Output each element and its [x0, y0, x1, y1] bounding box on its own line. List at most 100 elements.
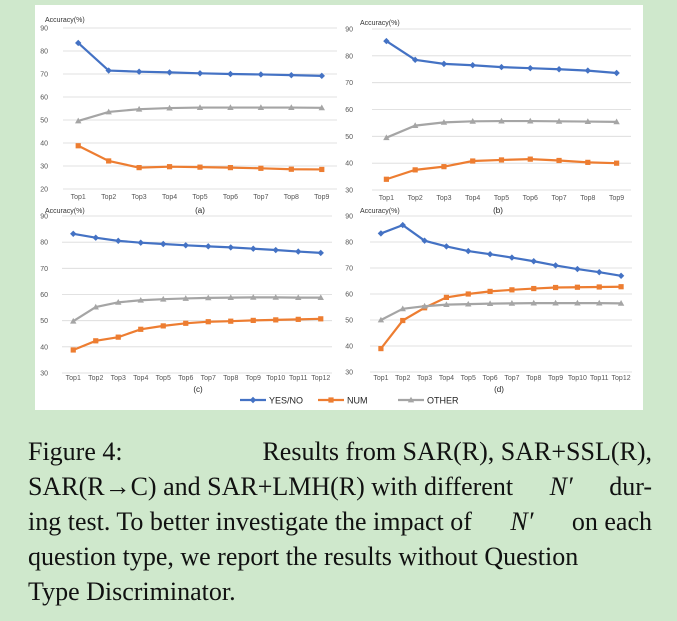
panel-c-yes-no-point — [205, 243, 212, 250]
panel-b-num-point — [498, 157, 505, 163]
panel-d-num-point — [618, 284, 624, 290]
panel-c-x-tick-label: Top2 — [88, 375, 103, 382]
panel-c-other-point — [160, 295, 167, 302]
panel-d-yes-no-line — [380, 223, 622, 277]
panel-c-yes-no-point — [137, 239, 144, 246]
panel-b-yes-no-point — [440, 60, 448, 68]
caption-line-1: Figure 4: Results from SAR(R), SAR+SSL(R… — [28, 434, 652, 469]
panel-a-y-tick-label: 30 — [40, 164, 48, 171]
panel-d-num-point — [574, 284, 581, 290]
panel-c-yes-no-point — [227, 244, 234, 251]
legend-yes-no-marker — [249, 396, 257, 404]
panel-d-other-point — [377, 316, 385, 323]
panel-d-num-point — [400, 317, 406, 324]
panel-d-yes-no-point — [574, 265, 581, 273]
panel-c-y-tick-label: 80 — [40, 240, 48, 247]
panel-d-yes-no-point — [552, 262, 559, 269]
panel-a-other-point — [257, 104, 265, 110]
panel-a-num-point — [319, 166, 325, 173]
panel-b-x-tick-label: Top9 — [609, 195, 624, 202]
panel-d-yes-no-point — [465, 247, 472, 255]
panel-b-y-tick-label: 30 — [345, 188, 353, 195]
panel-b-y-tick-label: 90 — [345, 27, 353, 34]
panel-c-yes-no-point — [92, 234, 99, 241]
panel-c-other-point — [272, 294, 279, 300]
panel-c-y-tick-label: 30 — [40, 371, 48, 378]
caption-line-3-end: on each — [571, 507, 652, 536]
panel-a-num-point — [197, 164, 203, 170]
panel-d-x-tick-label: Top7 — [504, 375, 519, 382]
panel-a-other-point — [135, 105, 143, 112]
panel-c-yes-no-point — [295, 248, 302, 255]
panel-c-x-tick-label: Top7 — [201, 375, 216, 382]
panel-a-other-point — [318, 104, 325, 111]
panel-c-num-point — [70, 347, 76, 353]
panel-a-ylabel: Accuracy(%) — [45, 17, 85, 24]
panel-d-x-tick-label: Top2 — [395, 375, 410, 382]
panel-b-num-point — [470, 158, 476, 164]
panel-c-num-point — [93, 338, 99, 344]
panel-b-other-point — [411, 122, 419, 128]
panel-b-y-tick-label: 80 — [345, 53, 353, 60]
panel-c-num-point — [318, 316, 324, 322]
panel-d-other-point — [596, 299, 603, 306]
panel-b-num-point — [441, 164, 447, 170]
panel-c-num-point — [295, 316, 301, 322]
panel-a-yes-no-point — [105, 67, 112, 74]
panel-d-x-tick-label: Top5 — [461, 375, 476, 382]
panel-a-x-tick-label: Top1 — [71, 194, 86, 201]
panel-d-label: (d) — [494, 385, 504, 394]
panel-b-other-line — [385, 119, 617, 139]
panel-a-num-point — [75, 143, 81, 149]
panel-b-yes-no-point — [411, 56, 419, 64]
panel-d-other-point — [465, 300, 472, 307]
panel-a-x-tick-label: Top4 — [162, 194, 177, 201]
panel-d-other-point — [443, 301, 450, 308]
panel-b-num-point — [614, 160, 620, 166]
panel-c-ylabel: Accuracy(%) — [45, 208, 85, 215]
panel-b-other-point — [440, 119, 448, 125]
panel-c-y-tick-label: 90 — [40, 214, 48, 221]
panel-a-yes-no-point — [166, 69, 173, 76]
panel-a-x-tick-label: Top5 — [192, 194, 207, 201]
panel-b-x-tick-label: Top8 — [580, 195, 595, 202]
panel-d-x-tick-label: Top9 — [548, 375, 563, 382]
panel-d-yes-no-point — [421, 237, 428, 244]
panel-b-y-tick-label: 70 — [345, 80, 353, 87]
panel-b-num-point — [556, 157, 562, 164]
panel-d-x-tick-label: Top3 — [417, 375, 432, 382]
panel-c-yes-no-point — [160, 240, 167, 248]
legend-other-label: OTHER — [427, 396, 459, 406]
panel-d-x-tick-label: Top10 — [568, 375, 587, 382]
caption-nprime: N′ — [510, 507, 534, 536]
panel-d-x-tick-label: Top12 — [612, 375, 631, 382]
panel-a-other-point — [166, 104, 173, 111]
panel-b-y-tick-label: 50 — [345, 134, 353, 141]
panel-a-num-point — [258, 165, 264, 171]
panel-b-num-point — [412, 167, 418, 173]
panel-c-x-tick-label: Top6 — [178, 375, 193, 382]
panel-a-other-point — [196, 104, 204, 110]
panel-d-yes-no-point — [617, 272, 625, 279]
panel-c-num-point — [138, 326, 144, 332]
panel-b-x-tick-label: Top7 — [551, 195, 566, 202]
panel-d-num-point — [465, 291, 471, 297]
panel-d-num-point — [487, 288, 493, 294]
panel-a-y-tick-label: 60 — [40, 95, 48, 102]
panel-b-x-tick-label: Top2 — [408, 195, 423, 202]
panel-a-other-point — [288, 104, 295, 110]
panel-d-num-point — [378, 346, 384, 352]
panel-a-num-point — [166, 164, 173, 170]
panel-a-yes-no-point — [196, 70, 204, 77]
panel-c-other-point — [317, 294, 324, 301]
panel-b-yes-no-point — [498, 63, 505, 71]
panel-b-yes-no-point — [469, 62, 476, 69]
panel-a-y-tick-label: 40 — [40, 141, 48, 148]
panel-d-x-tick-label: Top11 — [590, 375, 609, 382]
panel-c-num-point — [115, 334, 121, 340]
caption-nprime: N′ — [549, 472, 573, 501]
panel-a-x-tick-label: Top2 — [101, 194, 116, 201]
panel-a-yes-no-point — [135, 68, 143, 75]
panel-b-other-point — [383, 134, 390, 141]
panel-b-ylabel: Accuracy(%) — [360, 20, 400, 27]
